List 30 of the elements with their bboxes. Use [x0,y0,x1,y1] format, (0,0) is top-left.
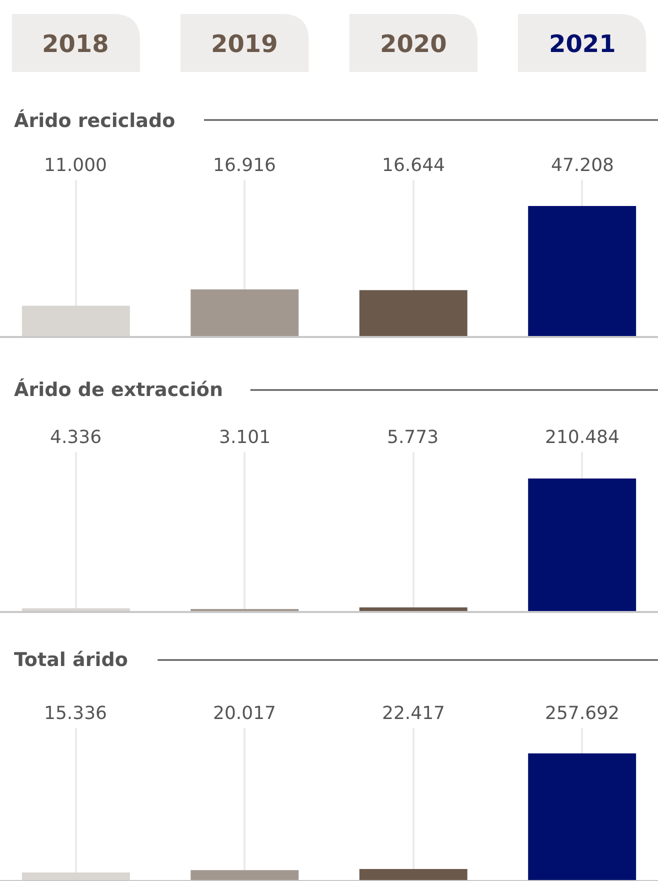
data-label: 5.773 [387,427,439,448]
bar [22,608,130,611]
x-tick-label: 2021 [549,30,616,58]
chart-title: Total árido [14,649,128,671]
bar [359,607,468,611]
data-label: 16.644 [382,155,445,176]
chart-title: Árido reciclado [14,109,176,132]
x-tick-label: 2018 [42,30,109,58]
bar [359,290,468,336]
data-label: 47.208 [551,155,614,176]
bar [528,753,636,880]
data-label: 3.101 [219,427,271,448]
bar [190,289,299,336]
bar [22,306,130,336]
data-label: 11.000 [44,155,107,176]
bar [22,872,130,880]
data-label: 257.692 [545,703,620,724]
bar [190,870,299,880]
x-tick-label: 2020 [380,30,447,58]
data-label: 15.336 [44,703,107,724]
data-label: 210.484 [545,427,620,448]
data-label: 22.417 [382,703,445,724]
data-label: 20.017 [213,703,276,724]
data-label: 16.916 [213,155,276,176]
bar [528,206,636,336]
x-tick-label: 2019 [211,30,278,58]
bar [359,868,468,880]
bar [528,478,636,611]
data-label: 4.336 [50,427,102,448]
chart-title: Árido de extracción [14,378,223,401]
